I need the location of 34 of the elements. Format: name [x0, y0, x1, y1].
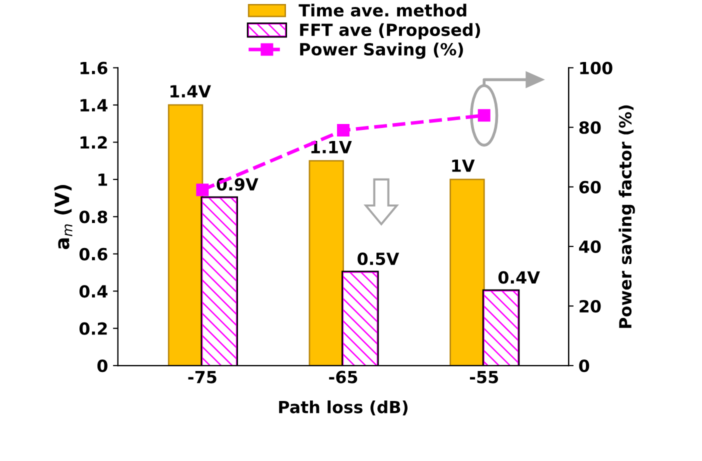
legend-label: FFT ave (Proposed) — [300, 23, 480, 40]
data-label: 0.9V — [216, 178, 258, 191]
bar — [450, 178, 485, 366]
y2-tick-label: 20 — [580, 300, 601, 313]
data-label: 1V — [452, 160, 475, 172]
y-tick-label: 0.4 — [79, 285, 108, 298]
x-axis-title: Path loss (dB) — [279, 400, 408, 416]
point — [196, 184, 209, 196]
point — [337, 124, 350, 137]
y2-tick-label: 60 — [579, 180, 601, 194]
y2-tick-label: 80 — [579, 121, 601, 134]
y-tick-label: 1.4 — [80, 99, 108, 112]
point — [478, 109, 490, 122]
legend-label: Time ave. method — [298, 4, 466, 17]
data-label: 0.5V — [358, 252, 400, 266]
x-tick-label: -75 — [188, 370, 216, 384]
y-tick-label: 0 — [97, 360, 108, 372]
y2-tick-label: 100 — [580, 62, 612, 74]
y2-axis-title: Power saving factor (%) — [618, 105, 635, 328]
x-tick-label: -65 — [329, 370, 358, 384]
y-axis-title: a$_{m}$ (V) — [54, 185, 72, 250]
y-tick-label: 1.6 — [80, 62, 108, 74]
y-tick-label: 1 — [98, 174, 108, 186]
x-tick-label: -55 — [470, 370, 498, 384]
y-tick-label: 0.2 — [79, 322, 107, 335]
y-tick-label: 0.8 — [79, 210, 108, 224]
y2-tick-label: 40 — [579, 240, 601, 254]
y2-tick-label: 0 — [579, 360, 590, 372]
y-tick-label: 0.6 — [79, 248, 108, 260]
data-label: 1.4V — [170, 85, 211, 98]
bar — [308, 160, 344, 366]
y-tick-label: 1.2 — [80, 136, 107, 149]
data-label: 0.4V — [498, 271, 540, 284]
legend-label: Power Saving (%) — [300, 42, 463, 59]
